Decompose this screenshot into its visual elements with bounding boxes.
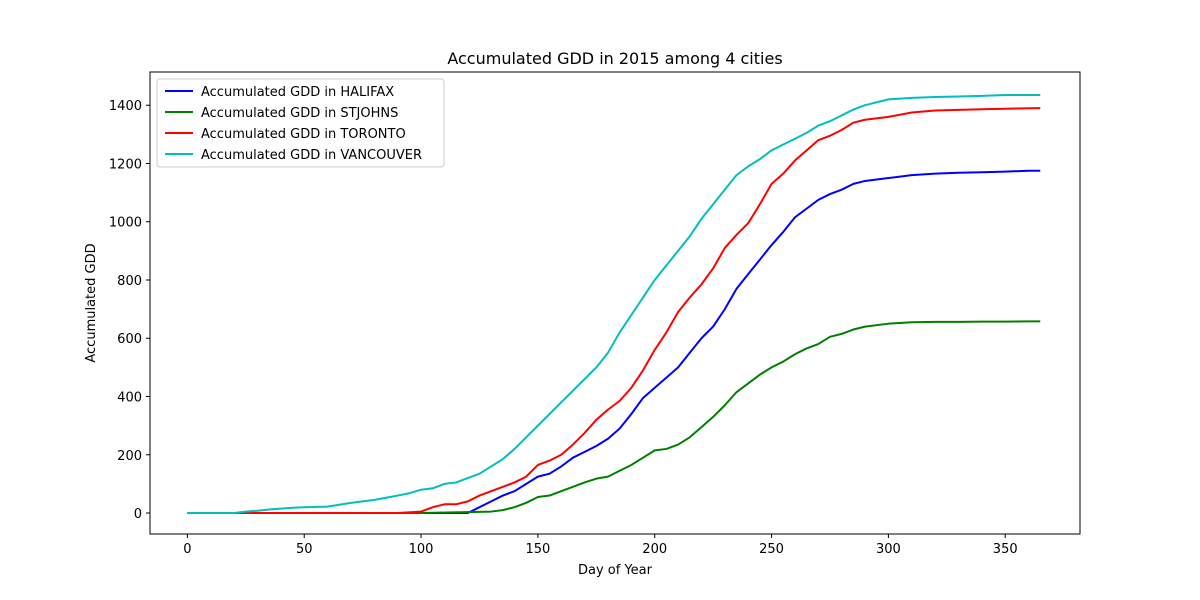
- y-tick-label: 1200: [109, 157, 142, 172]
- y-tick-label: 1000: [109, 216, 142, 231]
- series-line-vancouver: [187, 94, 1041, 515]
- y-axis: 0 200 400 600 800 1000 1200 1400: [109, 99, 150, 522]
- series-line-stjohns: [187, 320, 1041, 515]
- legend-label: Accumulated GDD in HALIFAX: [201, 85, 394, 100]
- series-line-toronto: [187, 107, 1041, 515]
- x-tick-label: 100: [409, 542, 434, 557]
- x-axis-label: Day of Year: [578, 563, 653, 578]
- y-axis-label: Accumulated GDD: [84, 243, 99, 362]
- x-tick-label: 150: [525, 542, 550, 557]
- legend-label: Accumulated GDD in TORONTO: [201, 127, 406, 142]
- x-tick-label: 350: [993, 542, 1018, 557]
- legend-items: Accumulated GDD in HALIFAX Accumulated GD…: [165, 85, 422, 163]
- x-tick-label: 300: [876, 542, 901, 557]
- x-tick-label: 0: [183, 542, 191, 557]
- y-tick-label: 600: [117, 332, 142, 347]
- plot-area: [149, 71, 1081, 535]
- legend-label: Accumulated GDD in VANCOUVER: [201, 148, 422, 163]
- legend-box: [156, 78, 445, 168]
- x-axis: 0 50 100 150 200 250 300 350: [183, 534, 1018, 557]
- y-tick-label: 400: [117, 391, 142, 406]
- series-layer: [187, 94, 1041, 515]
- x-tick-label: 200: [642, 542, 667, 557]
- y-tick-label: 200: [117, 449, 142, 464]
- y-tick-label: 1400: [109, 99, 142, 114]
- y-tick-label: 0: [134, 507, 142, 522]
- legend-label: Accumulated GDD in STJOHNS: [201, 106, 398, 121]
- x-tick-label: 50: [296, 542, 313, 557]
- axes-frame: [149, 71, 1081, 535]
- x-tick-label: 250: [759, 542, 784, 557]
- series-line-halifax: [187, 169, 1041, 515]
- chart-title: Accumulated GDD in 2015 among 4 cities: [447, 49, 782, 68]
- y-tick-label: 800: [117, 274, 142, 289]
- legend: Accumulated GDD in HALIFAX Accumulated GD…: [156, 78, 445, 168]
